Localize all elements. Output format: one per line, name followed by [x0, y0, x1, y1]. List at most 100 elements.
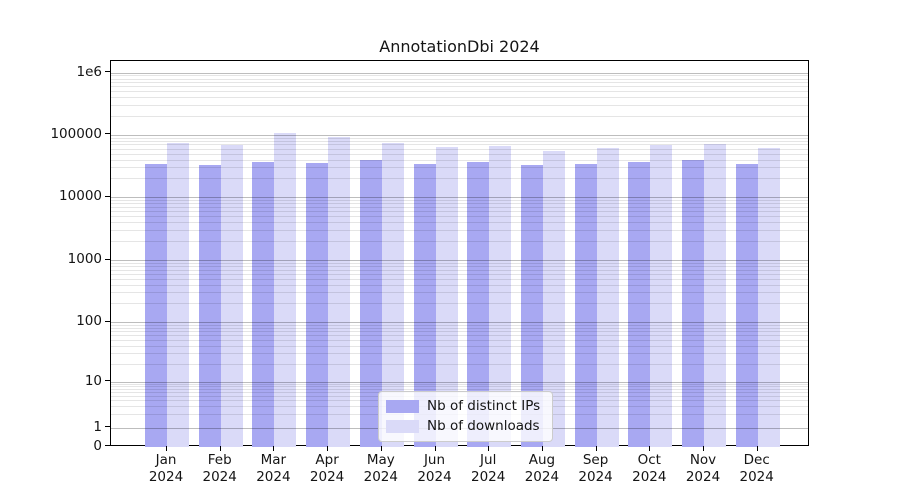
grid-minor-line: [111, 97, 808, 99]
legend-item-downloads: Nb of downloads: [386, 419, 540, 434]
y-tick-label: 0: [93, 437, 102, 454]
x-tick-month: Apr: [315, 452, 339, 468]
x-tick-year: 2024: [309, 469, 345, 485]
grid-minor-line: [111, 82, 808, 84]
plot-area: [110, 60, 809, 447]
grid-minor-line: [111, 115, 808, 117]
grid-minor-line: [111, 75, 808, 77]
y-tick-mark: [105, 195, 110, 197]
chart-title: AnnotationDbi 2024: [379, 37, 540, 56]
bar-downloads: [757, 148, 780, 447]
x-tick-mark: [703, 446, 704, 451]
x-tick-year: 2024: [363, 469, 398, 485]
y-tick-label: 10000: [59, 188, 102, 205]
bar-distinct-ips: [735, 164, 758, 447]
grid-major-line: [111, 72, 808, 74]
bar-downloads: [167, 143, 189, 447]
grid-minor-line: [111, 86, 808, 88]
x-tick-mark: [219, 446, 221, 451]
y-tick-mark: [105, 258, 110, 260]
legend: Nb of distinct IPs Nb of downloads: [378, 391, 554, 442]
x-tick-mark: [166, 446, 167, 451]
y-tick-label: 1e6: [76, 63, 102, 80]
bar-distinct-ips: [574, 163, 597, 447]
y-tick-label: 1: [93, 418, 102, 435]
y-tick-mark: [105, 445, 110, 447]
x-tick-month: Jul: [480, 452, 497, 468]
bar-downloads: [435, 146, 458, 447]
bar-distinct-ips: [252, 162, 275, 447]
bar-downloads: [274, 132, 297, 447]
legend-swatch: [386, 400, 419, 413]
y-tick-label: 100: [76, 313, 102, 329]
x-tick-month: Nov: [689, 452, 717, 468]
bar-distinct-ips: [467, 162, 490, 447]
bar-distinct-ips: [198, 165, 221, 447]
bar-downloads: [381, 142, 404, 447]
x-tick-mark: [327, 446, 329, 451]
x-tick-label: Nov 2024: [671, 452, 735, 486]
x-tick-year: 2024: [632, 469, 667, 485]
grid-minor-line: [111, 105, 808, 107]
x-tick-month: May: [366, 452, 395, 468]
legend-label: Nb of distinct IPs: [427, 398, 541, 414]
bar-downloads: [704, 144, 726, 447]
x-tick-label: Jun 2024: [403, 452, 467, 486]
x-tick-mark: [434, 446, 436, 451]
x-tick-label: Jan 2024: [134, 452, 198, 486]
x-tick-mark: [541, 446, 543, 451]
x-tick-month: Feb: [207, 452, 232, 468]
x-tick-month: Dec: [743, 452, 770, 468]
legend-label: Nb of downloads: [427, 418, 540, 434]
bar-distinct-ips: [628, 162, 651, 447]
x-tick-month: Mar: [260, 452, 287, 468]
grid-major-line: [111, 134, 808, 136]
x-tick-label: Dec 2024: [725, 452, 789, 486]
bar-downloads: [650, 145, 673, 447]
grid-minor-line: [111, 137, 808, 139]
bar-distinct-ips: [359, 159, 382, 447]
x-tick-month: Sep: [582, 452, 609, 468]
y-tick-label: 1000: [67, 251, 102, 267]
x-tick-year: 2024: [524, 469, 560, 485]
x-tick-month: Aug: [528, 452, 556, 468]
x-tick-year: 2024: [685, 469, 721, 485]
x-tick-label: May 2024: [349, 452, 413, 486]
y-tick-mark: [105, 71, 110, 72]
bar-downloads: [542, 150, 565, 447]
x-tick-month: Oct: [637, 452, 661, 468]
bar-downloads: [489, 145, 512, 447]
x-tick-mark: [380, 446, 382, 451]
bar-distinct-ips: [520, 165, 543, 447]
grid-minor-line: [111, 91, 808, 93]
y-tick-label: 10: [84, 372, 102, 389]
x-tick-year: 2024: [202, 469, 237, 485]
x-tick-mark: [649, 446, 651, 451]
x-tick-mark: [756, 446, 758, 451]
y-tick-mark: [105, 133, 110, 135]
x-tick-year: 2024: [417, 469, 452, 485]
grid-minor-line: [111, 78, 808, 80]
bar-distinct-ips: [413, 164, 436, 447]
bar-downloads: [220, 144, 243, 447]
bar-downloads: [328, 136, 351, 447]
x-tick-mark: [595, 446, 597, 451]
x-tick-year: 2024: [739, 469, 774, 485]
x-tick-label: Aug 2024: [510, 452, 574, 486]
y-tick-mark: [105, 380, 110, 382]
x-tick-label: Apr 2024: [295, 452, 359, 486]
x-tick-year: 2024: [256, 469, 291, 485]
legend-swatch: [386, 420, 419, 433]
bar-distinct-ips: [145, 164, 167, 447]
x-tick-year: 2024: [148, 469, 184, 485]
legend-item-distinct-ips: Nb of distinct IPs: [386, 399, 540, 414]
y-tick-label: 100000: [50, 125, 102, 142]
x-tick-year: 2024: [578, 469, 613, 485]
x-tick-year: 2024: [471, 469, 506, 485]
grid-minor-line: [111, 140, 808, 142]
x-tick-mark: [273, 446, 275, 451]
x-tick-mark: [488, 446, 490, 451]
bar-distinct-ips: [682, 160, 704, 447]
x-tick-label: Jul 2024: [456, 452, 520, 486]
x-tick-label: Sep 2024: [564, 452, 628, 486]
